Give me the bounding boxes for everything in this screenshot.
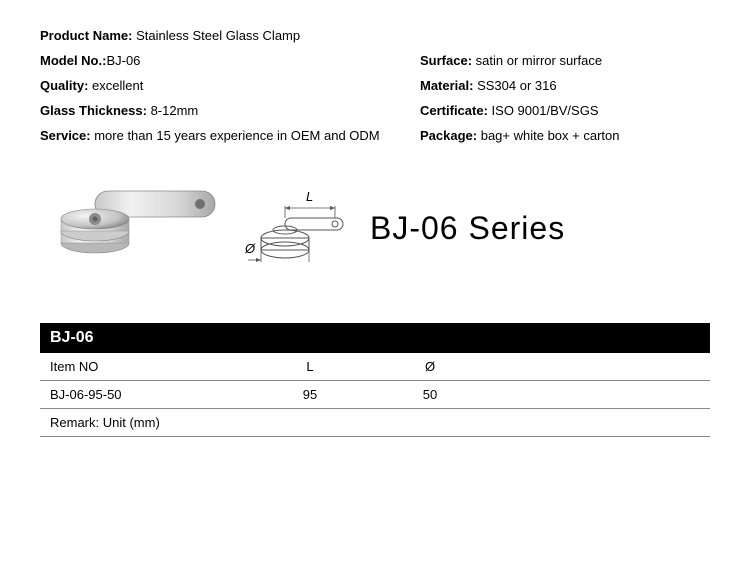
service-value: more than 15 years experience in OEM and… xyxy=(94,128,379,143)
table-header: BJ-06 xyxy=(40,323,710,353)
product-diagram-icon: L Ø xyxy=(240,178,360,278)
package-value: bag+ white box + carton xyxy=(481,128,620,143)
glass-thickness-value: 8-12mm xyxy=(151,103,199,118)
cell-item-no: BJ-06-95-50 xyxy=(50,387,250,402)
certificate-value: ISO 9001/BV/SGS xyxy=(492,103,599,118)
cell-diameter: 50 xyxy=(370,387,490,402)
product-render-icon xyxy=(40,173,230,283)
table-remark: Remark: Unit (mm) xyxy=(40,409,710,437)
spec-package: Package: bag+ white box + carton xyxy=(420,128,710,143)
service-label: Service: xyxy=(40,128,91,143)
product-image-container: L Ø xyxy=(40,173,370,283)
model-label: Model No.: xyxy=(40,53,106,68)
spec-table: BJ-06 Item NO L Ø BJ-06-95-50 95 50 Rema… xyxy=(40,323,710,437)
spec-quality: Quality: excellent xyxy=(40,78,420,93)
spec-certificate: Certificate: ISO 9001/BV/SGS xyxy=(420,103,710,118)
product-name-label: Product Name: xyxy=(40,28,132,43)
spec-glass-thickness: Glass Thickness: 8-12mm xyxy=(40,103,420,118)
material-label: Material: xyxy=(420,78,473,93)
table-row: BJ-06-95-50 95 50 xyxy=(40,381,710,409)
material-value: SS304 or 316 xyxy=(477,78,557,93)
col-item-no: Item NO xyxy=(50,359,250,374)
cell-L: 95 xyxy=(250,387,370,402)
col-diameter: Ø xyxy=(370,359,490,374)
product-name-value: Stainless Steel Glass Clamp xyxy=(136,28,300,43)
quality-value: excellent xyxy=(92,78,143,93)
remark-value: Unit (mm) xyxy=(103,415,160,430)
table-column-row: Item NO L Ø xyxy=(40,353,710,381)
spec-material: Material: SS304 or 316 xyxy=(420,78,710,93)
dim-diameter-label: Ø xyxy=(244,241,256,256)
spec-surface: Surface: satin or mirror surface xyxy=(420,53,710,68)
package-label: Package: xyxy=(420,128,477,143)
certificate-label: Certificate: xyxy=(420,103,488,118)
surface-value: satin or mirror surface xyxy=(476,53,602,68)
glass-thickness-label: Glass Thickness: xyxy=(40,103,147,118)
dim-L-label: L xyxy=(306,189,313,204)
col-L: L xyxy=(250,359,370,374)
model-value: BJ-06 xyxy=(106,53,140,68)
spec-model: Model No.:BJ-06 xyxy=(40,53,420,68)
spec-product-name: Product Name: Stainless Steel Glass Clam… xyxy=(40,28,420,43)
remark-label: Remark: xyxy=(50,415,99,430)
series-title: BJ-06 Series xyxy=(370,210,565,247)
surface-label: Surface: xyxy=(420,53,472,68)
spec-service: Service: more than 15 years experience i… xyxy=(40,128,420,143)
quality-label: Quality: xyxy=(40,78,88,93)
